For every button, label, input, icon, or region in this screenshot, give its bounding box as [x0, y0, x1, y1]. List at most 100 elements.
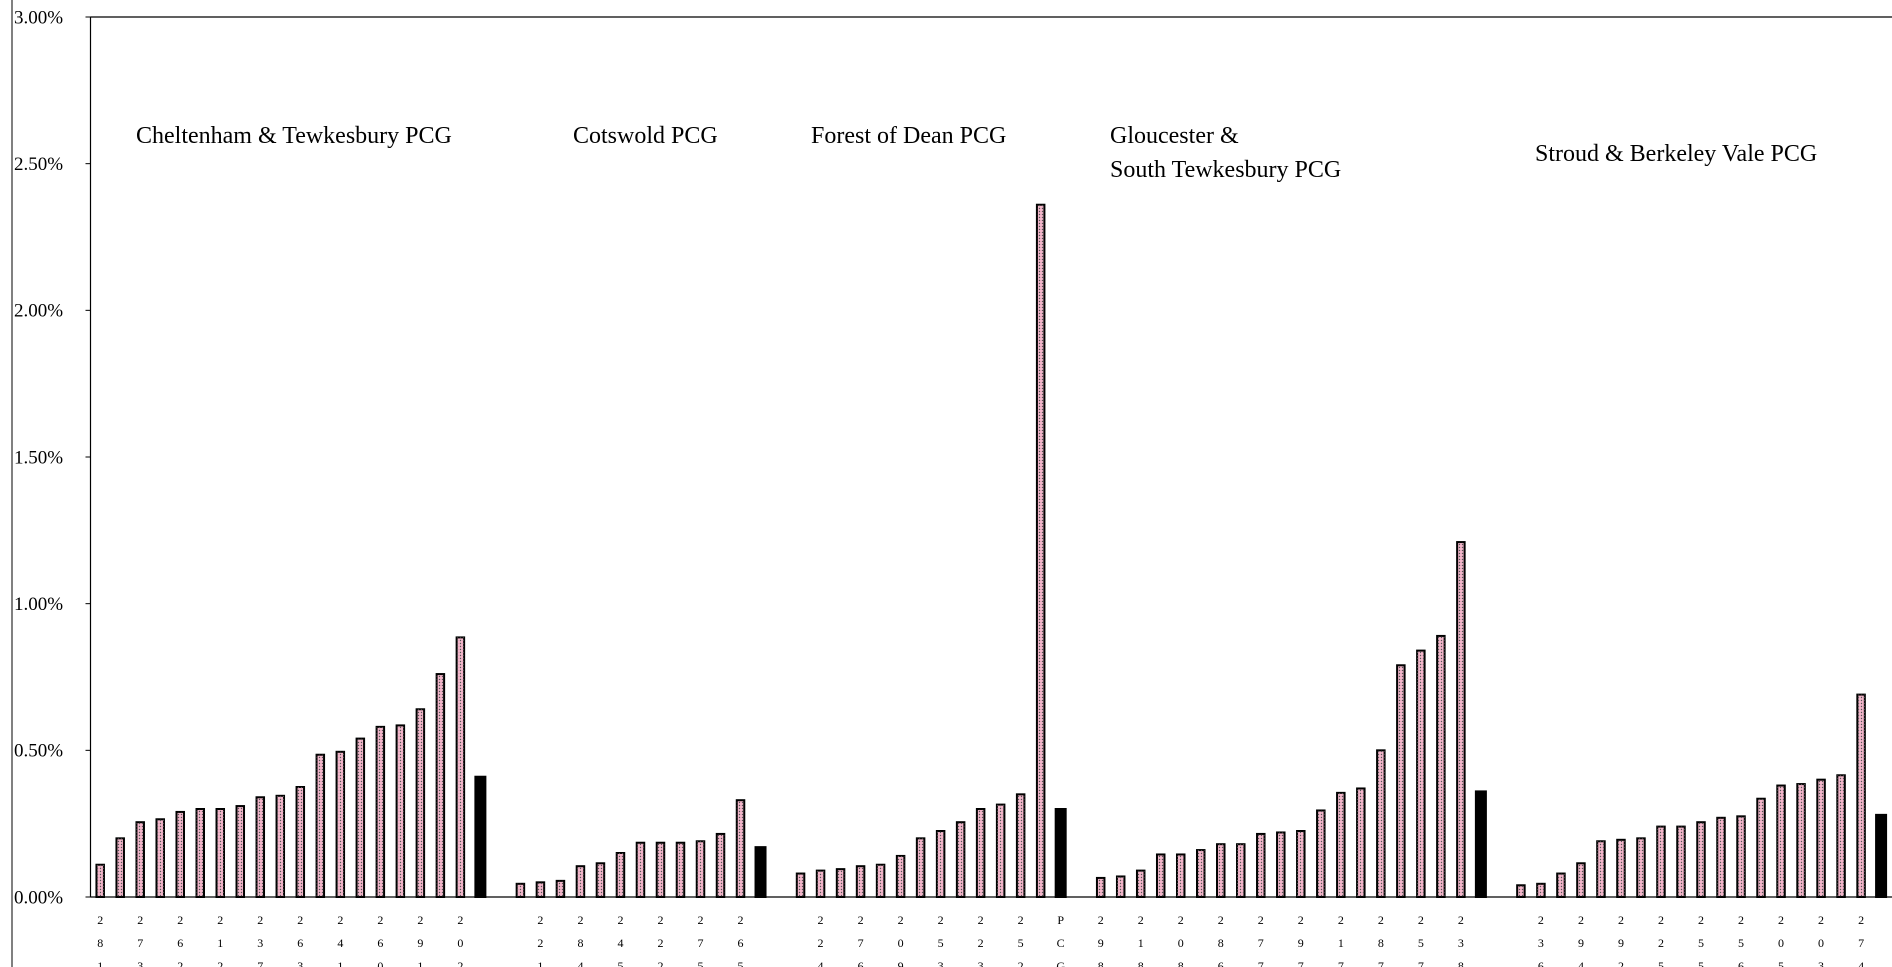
x-tick-label: 292: [1614, 913, 1628, 967]
bar-group: [1015, 793, 1026, 898]
bar-group: [715, 832, 726, 899]
bar: [1636, 837, 1646, 898]
bar: [415, 708, 426, 898]
group-label: Gloucester &: [1110, 123, 1239, 149]
y-tick-label: 2.00%: [14, 301, 63, 322]
x-tick-label: 238: [1454, 913, 1468, 967]
bar-group: [335, 750, 346, 898]
bar: [535, 881, 546, 898]
bar-group: [875, 863, 886, 899]
bar: [995, 803, 1006, 898]
y-tick-label: 0.50%: [14, 741, 63, 762]
bar-group: [975, 808, 986, 898]
bar: [655, 841, 666, 899]
bar-group: [1796, 783, 1806, 898]
bar: [1716, 816, 1726, 898]
x-tick-label: 256: [1734, 913, 1748, 967]
bar: [575, 865, 586, 899]
bar: [235, 805, 246, 898]
group-label: Stroud & Berkeley Vale PCG: [1535, 141, 1817, 167]
bar-group: [355, 737, 366, 898]
bar: [1396, 664, 1406, 898]
bar-group: [855, 865, 866, 899]
bar: [1776, 784, 1786, 898]
bar: [375, 725, 386, 898]
bar-group: [1396, 664, 1406, 898]
bar: [1115, 875, 1126, 899]
bar-group: [655, 841, 666, 899]
x-tick-label: 217: [1334, 913, 1348, 967]
y-tick-label: 0.00%: [14, 887, 63, 908]
bar-group: [1596, 840, 1606, 898]
bar: [474, 775, 487, 899]
x-tick-label: 287: [1374, 913, 1388, 967]
bar: [555, 879, 566, 898]
x-tick-label: 245: [613, 913, 627, 967]
x-tick-label: 262: [173, 913, 187, 967]
bar: [95, 863, 105, 899]
bar-group: [474, 775, 487, 899]
x-tick-label: 252: [1014, 913, 1028, 967]
bar-group: [1115, 875, 1126, 899]
bar: [1135, 869, 1146, 898]
bar: [1216, 843, 1226, 899]
bar-group: [295, 786, 306, 898]
bar: [1816, 778, 1826, 899]
bar: [1416, 649, 1426, 898]
bar-group: [1676, 825, 1686, 898]
bar: [1316, 809, 1326, 899]
y-tick-label: 2.50%: [14, 154, 63, 175]
bar-group: [1095, 876, 1106, 899]
bar: [455, 636, 466, 899]
bar-group: [1456, 541, 1466, 898]
bar-group: [1316, 809, 1326, 899]
bar: [1336, 791, 1346, 898]
x-tick-label: 273: [133, 913, 147, 967]
bar-group: [1196, 849, 1206, 898]
bar: [1474, 790, 1487, 899]
x-tick-label: 276: [854, 913, 868, 967]
bar: [1616, 838, 1626, 898]
bar-group: [235, 805, 246, 898]
bar-group: [1516, 884, 1526, 898]
bar-group: [1376, 749, 1386, 898]
bar-group: [315, 753, 326, 898]
bar: [1696, 821, 1706, 899]
bar-group: [1696, 821, 1706, 899]
bar: [935, 830, 946, 898]
bar: [355, 737, 366, 898]
x-tick-label: PCG: [1054, 913, 1068, 967]
x-tick-label: 263: [293, 913, 307, 967]
bar: [1015, 793, 1026, 898]
bar: [875, 863, 886, 899]
bar: [955, 821, 966, 899]
bar: [1376, 749, 1386, 898]
bar-group: [1636, 837, 1646, 898]
bar-group: [735, 799, 746, 899]
bar: [275, 794, 286, 898]
y-tick-label: 1.50%: [14, 447, 63, 468]
bar-group: [1336, 791, 1346, 898]
bar: [1676, 825, 1686, 898]
bar-group: [1875, 813, 1888, 898]
x-tick-label: 275: [694, 913, 708, 967]
bar: [1736, 815, 1746, 898]
bar-group: [1416, 649, 1426, 898]
bar: [1054, 808, 1067, 898]
bar: [295, 786, 306, 898]
bar-group: [1155, 853, 1166, 899]
bar-group: [515, 882, 526, 898]
bar-group: [615, 852, 626, 898]
bar: [595, 862, 606, 898]
bar-group: [215, 808, 226, 898]
x-tick-label: 294: [1574, 913, 1588, 967]
bar-group: [1436, 634, 1446, 899]
bar-group: [95, 863, 105, 899]
bar: [335, 750, 346, 898]
bar-group: [155, 818, 165, 898]
x-tick-label: 241: [333, 913, 347, 967]
bar: [155, 818, 165, 898]
x-tick-label: 208: [1174, 913, 1188, 967]
x-tick-label: 253: [934, 913, 948, 967]
